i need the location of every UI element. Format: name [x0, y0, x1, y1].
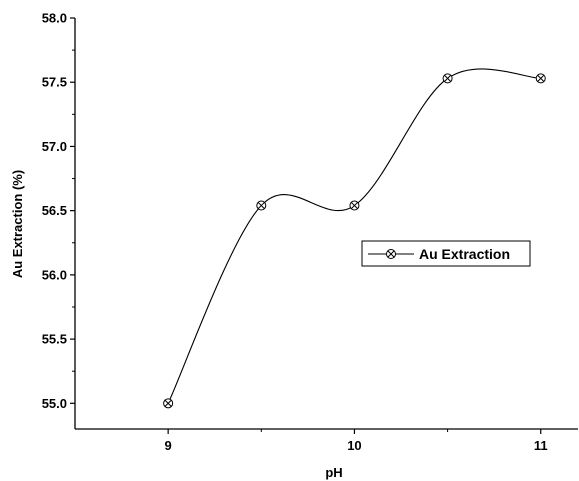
y-axis-ticks: 55.0 55.5 56.0 56.5 57.0 57.5 58.0	[42, 11, 75, 411]
legend-marker-symbol	[386, 249, 396, 259]
x-tick-label: 10	[347, 438, 361, 453]
y-tick-label: 57.5	[42, 75, 67, 90]
marker-cross-b	[257, 202, 265, 209]
x-axis-ticks: 9 10 11	[165, 429, 548, 453]
marker-cross-b	[444, 74, 452, 82]
y-tick-label: 55.5	[42, 332, 67, 347]
y-axis-title: Au Extraction (%)	[10, 170, 25, 278]
y-tick-label: 57.0	[42, 139, 67, 154]
series-line	[167, 68, 541, 404]
data-point	[163, 398, 174, 409]
data-point	[535, 73, 546, 84]
y-tick-label: 58.0	[42, 11, 67, 26]
marker-cross-b	[164, 399, 172, 407]
marker-cross-b	[387, 250, 395, 258]
data-point	[349, 200, 360, 211]
legend-marker	[386, 249, 396, 259]
y-tick-label: 56.5	[42, 203, 67, 218]
y-tick-label: 56.0	[42, 267, 67, 282]
legend: Au Extraction	[361, 240, 531, 267]
x-tick-label: 9	[165, 438, 172, 453]
marker-cross-b	[537, 74, 545, 82]
data-point	[442, 73, 453, 84]
data-point	[256, 200, 267, 211]
axes	[74, 18, 578, 430]
x-axis-title: pH	[325, 465, 342, 480]
series	[163, 68, 546, 409]
y-tick-label: 55.0	[42, 396, 67, 411]
x-tick-label: 11	[534, 438, 548, 453]
legend-label: Au Extraction	[419, 246, 510, 262]
marker-cross-b	[350, 202, 358, 209]
